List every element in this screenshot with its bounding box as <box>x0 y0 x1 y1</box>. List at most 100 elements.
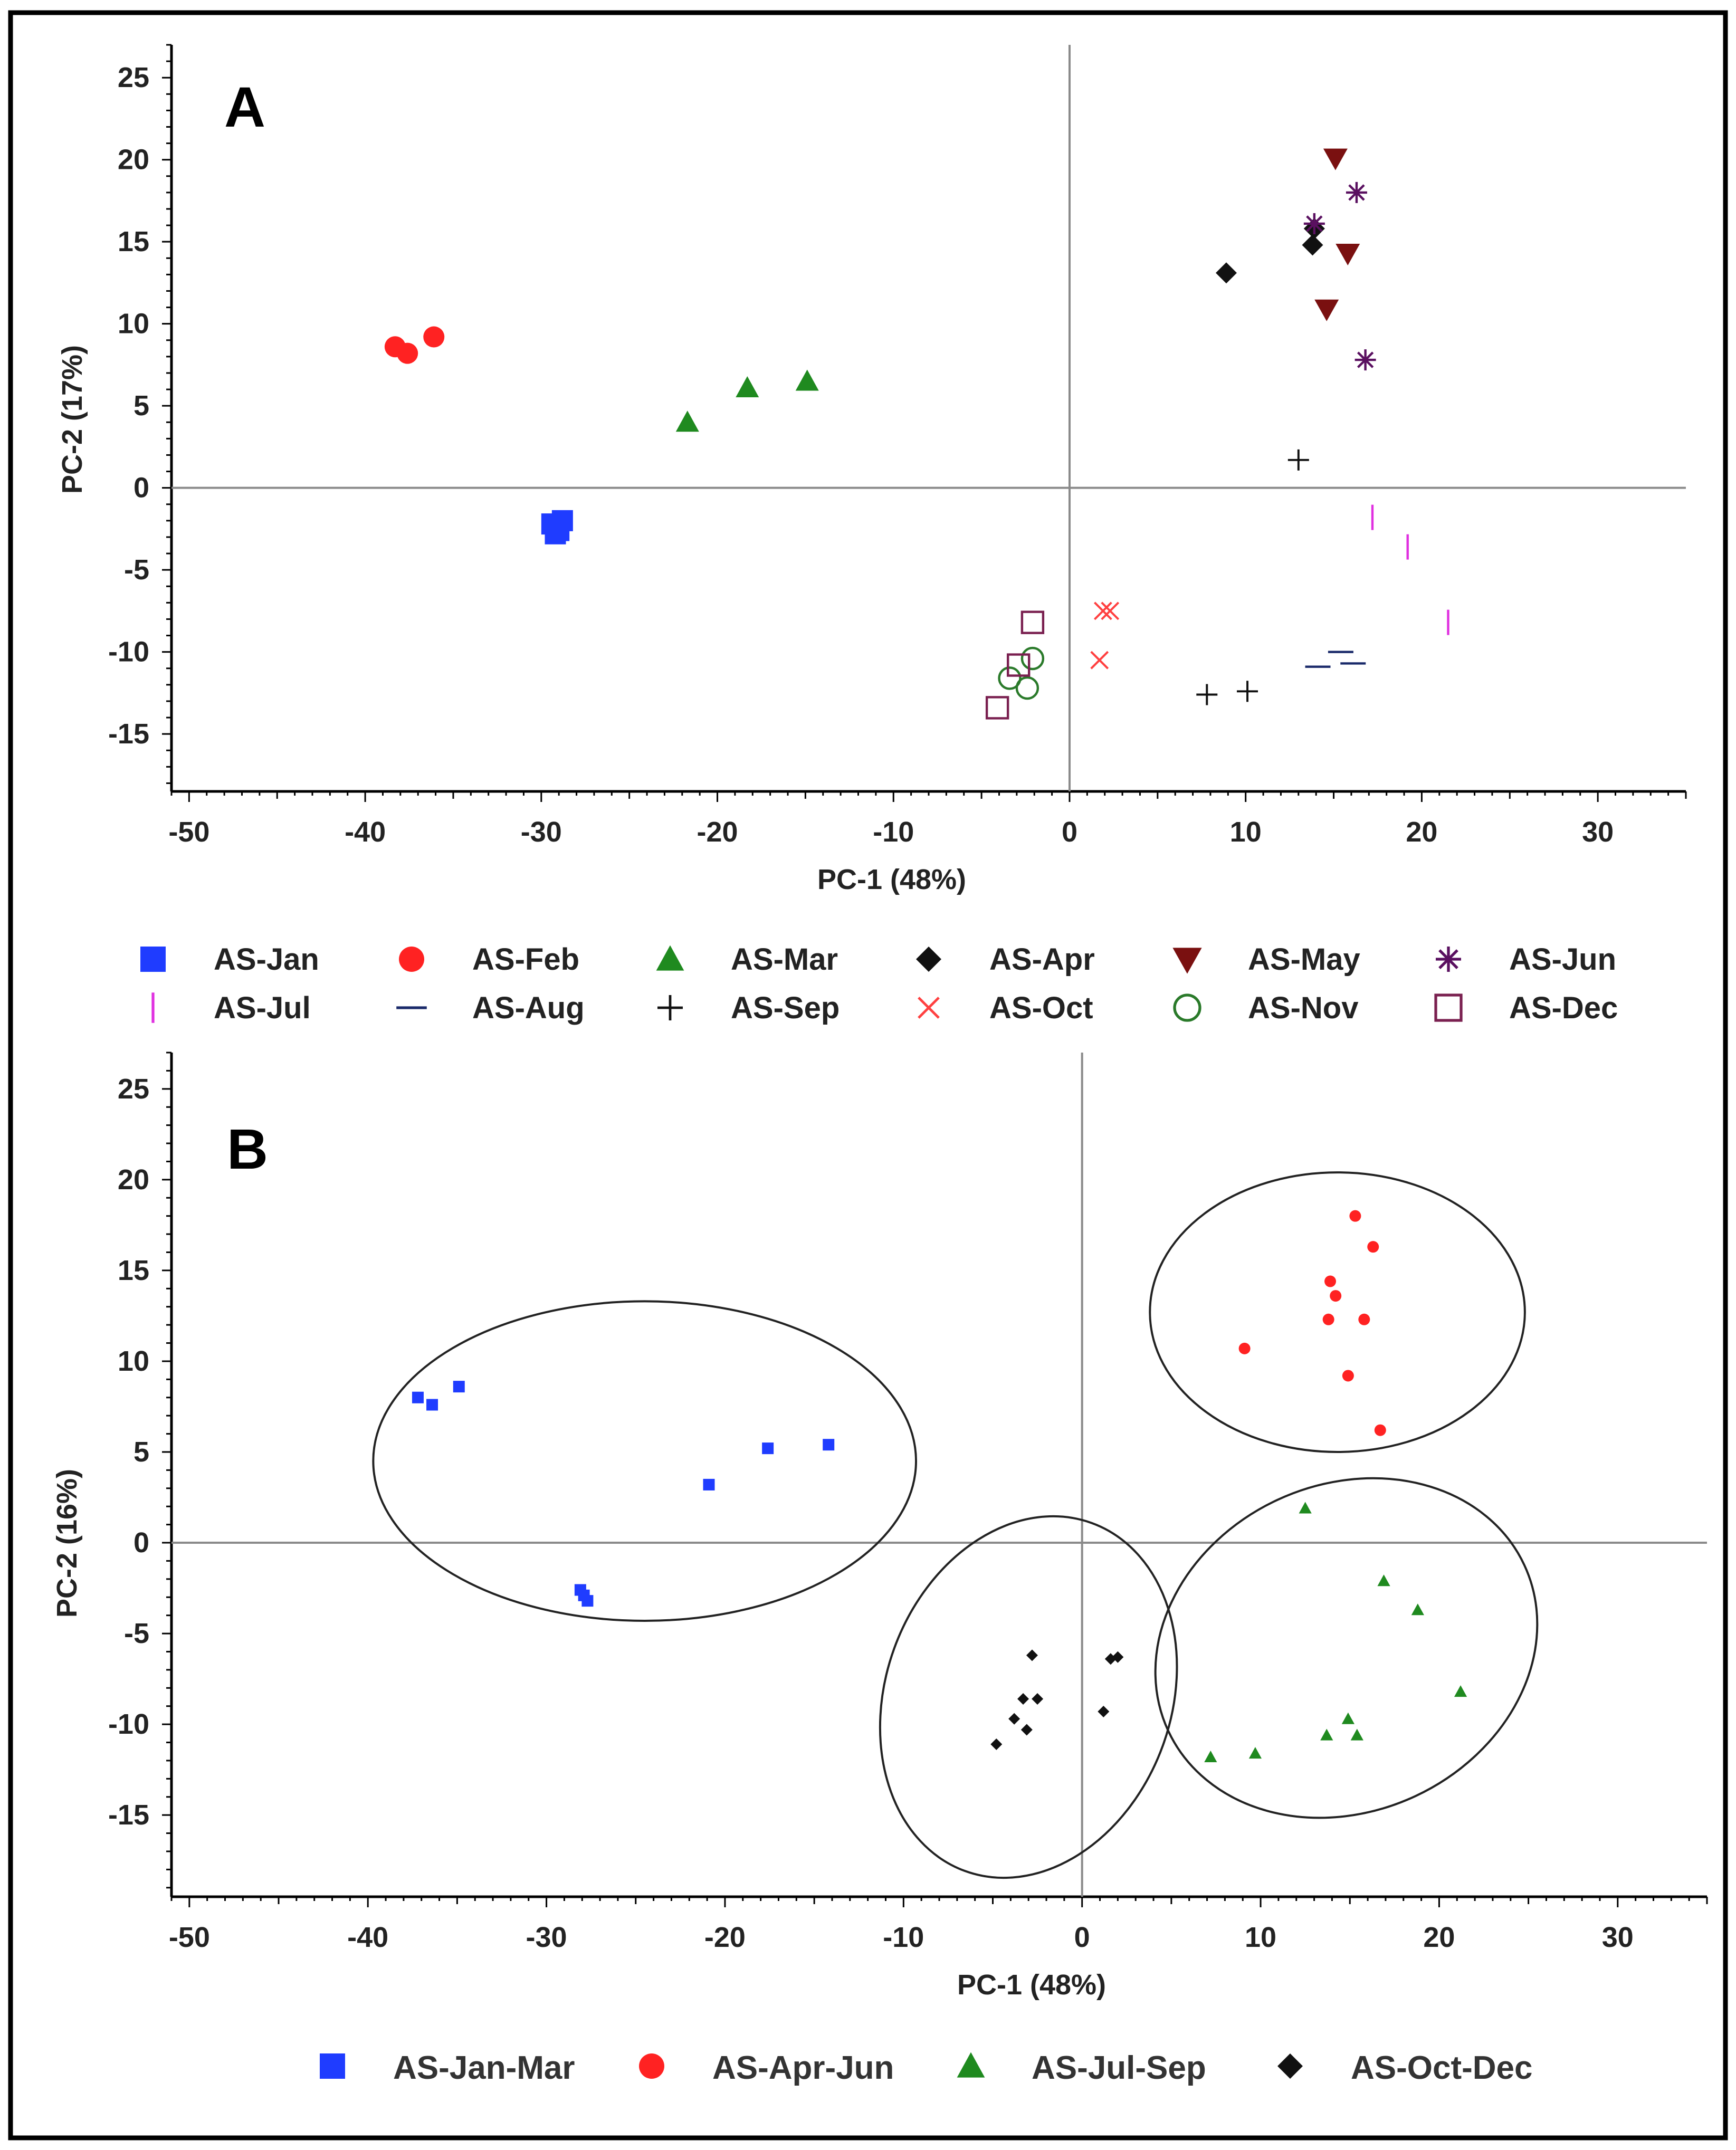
panel-a-x-tick-label: -10 <box>873 816 914 848</box>
panel-a-y-tick-label: -5 <box>124 554 149 586</box>
panel-b-x-tick-label: -30 <box>526 1922 567 1953</box>
point-as-dec <box>1006 653 1031 677</box>
legend-item-as-jul-sep: AS-Jul-Sep <box>957 2050 1206 2086</box>
series-as-oct <box>1090 601 1120 670</box>
point-as-jul-sep <box>1377 1574 1390 1587</box>
panel-a-plot: 25 20 15 10 5 0 -5 -10 -15 -50 -40 -30 -20 -10 0 10 20 30 <box>108 44 1687 848</box>
point-as-apr-jun <box>1330 1290 1342 1302</box>
legend-marker-as-jan <box>140 947 166 972</box>
legend-label-as-oct-dec: AS-Oct-Dec <box>1351 2050 1533 2086</box>
point-as-jul-sep <box>1350 1728 1363 1741</box>
legend-marker-as-dec <box>1434 993 1463 1022</box>
panel-b-y-tick-label: 5 <box>133 1436 149 1468</box>
point-as-oct-dec <box>1098 1706 1110 1718</box>
point-as-apr-jun <box>1349 1210 1361 1222</box>
point-as-apr-jun <box>1374 1424 1386 1436</box>
point-as-feb <box>423 326 445 348</box>
panel-b-legend: AS-Jan-Mar AS-Apr-Jun AS-Jul-Sep AS-Oct-Dec <box>320 2050 1533 2086</box>
panel-b-y-tick-label: 10 <box>118 1345 149 1377</box>
legend-item-as-may: AS-May <box>1172 942 1360 977</box>
point-as-jan-mar <box>823 1439 835 1451</box>
panel-a-x-tick-label: -30 <box>521 816 562 848</box>
panel-b-plot: 25 20 15 10 5 0 -5 -10 -15 -50 -40 -30 -20 -10 0 10 20 30 <box>108 1052 1708 1953</box>
point-as-jul-sep <box>1320 1728 1333 1741</box>
legend-label-as-mar: AS-Mar <box>731 942 838 977</box>
legend-marker-as-apr <box>916 947 941 972</box>
point-as-apr-jun <box>1238 1342 1251 1354</box>
legend-label-as-oct: AS-Oct <box>989 991 1093 1025</box>
point-as-jul-sep <box>1299 1502 1312 1514</box>
legend-marker-as-jan-mar <box>320 2053 345 2079</box>
panel-b-y-tick-label: -5 <box>124 1618 149 1649</box>
point-as-apr <box>1215 262 1237 284</box>
point-as-feb <box>397 342 418 364</box>
panel-a-y-tick-label: 25 <box>118 62 149 93</box>
point-as-jan-mar <box>412 1391 424 1403</box>
legend-marker-as-mar <box>656 945 684 971</box>
panel-b-x-tick-label: -20 <box>704 1922 746 1953</box>
point-as-dec <box>1020 610 1045 634</box>
point-as-nov <box>1015 676 1039 700</box>
panel-b-y-tick-label: 0 <box>133 1527 149 1559</box>
legend-item-as-nov: AS-Nov <box>1173 991 1358 1025</box>
panel-a-y-tick-label: 5 <box>133 390 149 422</box>
panel-b-x-tick-label: 30 <box>1602 1922 1634 1953</box>
point-as-jan-mar <box>703 1478 715 1490</box>
legend-item-as-jan: AS-Jan <box>140 942 319 977</box>
legend-item-as-sep: AS-Sep <box>657 991 840 1025</box>
panel-b-x-tick-label: 0 <box>1074 1922 1090 1953</box>
point-as-jan-mar <box>453 1381 465 1393</box>
point-as-jul-sep <box>1454 1685 1467 1697</box>
panel-a-y-axis-label: PC-2 (17%) <box>56 345 88 494</box>
panel-a-y-tick-label: 20 <box>118 144 149 176</box>
ellipse-as-oct-dec <box>879 1515 1178 1879</box>
legend-item-as-aug: AS-Aug <box>396 991 585 1025</box>
point-as-oct <box>1090 651 1109 670</box>
legend-marker-as-nov <box>1173 993 1201 1022</box>
panel-a-chart: A 25 20 15 10 5 0 -5 -10 -15 -50 -40 -30 -20 -10 0 10 20… <box>56 44 1687 1025</box>
series-as-oct-dec <box>990 1649 1124 1750</box>
panel-b-y-tick-label: 15 <box>118 1255 149 1286</box>
panel-a-x-tick-label: -20 <box>697 816 738 848</box>
series-as-nov <box>998 646 1045 700</box>
panel-a-x-tick-label: 30 <box>1582 816 1614 848</box>
point-as-may <box>1323 148 1348 170</box>
panel-b-y-axis-label: PC-2 (16%) <box>51 1469 83 1618</box>
series-as-dec <box>985 610 1045 720</box>
panel-a-y-tick-label: 10 <box>118 308 149 340</box>
legend-label-as-feb: AS-Feb <box>472 942 579 977</box>
series-as-may <box>1314 148 1360 321</box>
panel-b-x-axis-label: PC-1 (48%) <box>957 1969 1106 2001</box>
point-as-apr-jun <box>1322 1313 1334 1325</box>
point-as-mar <box>675 410 699 432</box>
legend-item-as-oct: AS-Oct <box>918 991 1093 1025</box>
panel-b-chart: B 25 20 15 10 5 0 -5 -10 -15 -50 -40 -30 -20 -10 0 10 20… <box>51 1052 1708 2086</box>
panel-a-legend: AS-Jan AS-Feb AS-Mar AS-Apr AS-May AS-Jun AS-J… <box>140 942 1618 1025</box>
series-as-jun <box>1303 181 1376 371</box>
point-as-jun <box>1303 213 1325 234</box>
point-as-mar <box>736 376 759 397</box>
legend-label-as-apr-jun: AS-Apr-Jun <box>712 2050 894 2086</box>
point-as-oct-dec <box>1026 1649 1038 1661</box>
point-as-sep <box>1287 449 1309 471</box>
series-as-jan <box>541 510 573 544</box>
legend-item-as-apr: AS-Apr <box>916 942 1095 977</box>
legend-label-as-nov: AS-Nov <box>1248 991 1358 1025</box>
point-as-jan-mar <box>426 1399 438 1411</box>
legend-item-as-apr-jun: AS-Apr-Jun <box>639 2050 894 2086</box>
point-as-jan <box>545 523 566 544</box>
panel-a-y-tick-label: 15 <box>118 226 149 257</box>
legend-marker-as-jul-sep <box>957 2052 985 2078</box>
series-as-mar <box>675 369 819 432</box>
legend-item-as-jun: AS-Jun <box>1436 942 1616 977</box>
panel-b-letter: B <box>227 1117 268 1181</box>
point-as-mar <box>795 369 819 391</box>
point-as-may <box>1314 299 1339 321</box>
panel-a-y-tick-label: 0 <box>133 472 149 504</box>
legend-label-as-jul-sep: AS-Jul-Sep <box>1032 2050 1206 2086</box>
legend-marker-as-feb <box>399 947 424 972</box>
panel-a-x-tick-label: -50 <box>168 816 209 848</box>
legend-label-as-may: AS-May <box>1248 942 1360 977</box>
legend-item-as-dec: AS-Dec <box>1434 991 1618 1025</box>
